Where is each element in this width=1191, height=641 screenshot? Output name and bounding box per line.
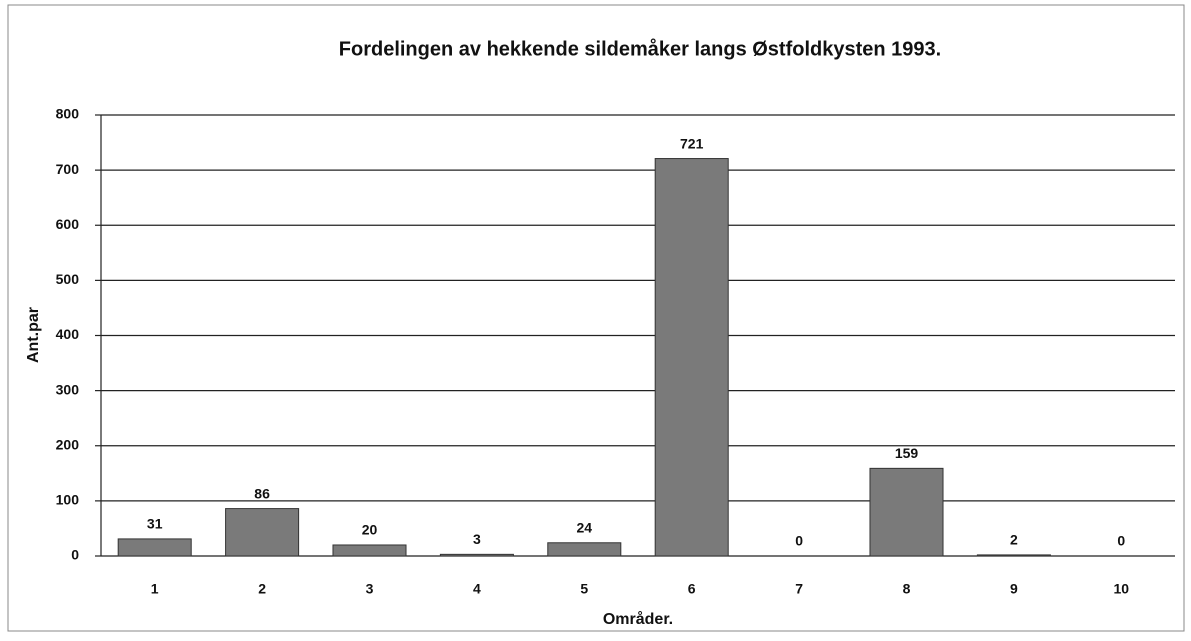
x-tick-label: 7 <box>795 581 803 597</box>
y-tick-label: 400 <box>56 326 80 342</box>
y-axis-label: Ant.par <box>25 307 42 363</box>
y-tick-label: 0 <box>71 547 79 563</box>
y-tick-label: 300 <box>56 381 80 397</box>
x-tick-label: 1 <box>151 581 159 597</box>
bar <box>439 553 514 557</box>
bar <box>332 544 407 557</box>
x-tick-label: 6 <box>688 581 696 597</box>
x-tick-label: 9 <box>1010 581 1018 597</box>
x-tick-label: 8 <box>903 581 911 597</box>
bar <box>225 508 300 557</box>
data-label: 31 <box>147 516 163 532</box>
x-axis-label: Områder. <box>603 610 673 628</box>
data-label: 0 <box>795 533 803 549</box>
bar <box>547 542 622 557</box>
bar <box>976 554 1051 557</box>
bar <box>654 158 729 557</box>
y-tick-label: 600 <box>56 216 80 232</box>
chart-title: Fordelingen av hekkende sildemåker langs… <box>339 37 941 60</box>
data-label: 20 <box>362 522 378 538</box>
data-label: 3 <box>473 531 481 547</box>
x-tick-label: 5 <box>580 581 588 597</box>
data-label: 159 <box>895 445 919 461</box>
data-label: 2 <box>1010 532 1018 548</box>
x-tick-label: 4 <box>473 581 481 597</box>
y-tick-label: 500 <box>56 271 80 287</box>
y-tick-label: 700 <box>56 161 80 177</box>
y-tick-label: 800 <box>56 106 80 122</box>
x-tick-label: 3 <box>366 581 374 597</box>
x-tick-label: 10 <box>1114 581 1130 597</box>
data-label: 86 <box>254 485 270 501</box>
bar <box>117 538 192 557</box>
y-tick-label: 100 <box>56 492 80 508</box>
x-tick-label: 2 <box>258 581 266 597</box>
bar <box>869 467 944 557</box>
data-label: 24 <box>577 519 593 535</box>
data-label: 721 <box>680 135 704 151</box>
y-tick-label: 200 <box>56 436 80 452</box>
chart-frame <box>7 4 1185 632</box>
data-label: 0 <box>1117 533 1125 549</box>
